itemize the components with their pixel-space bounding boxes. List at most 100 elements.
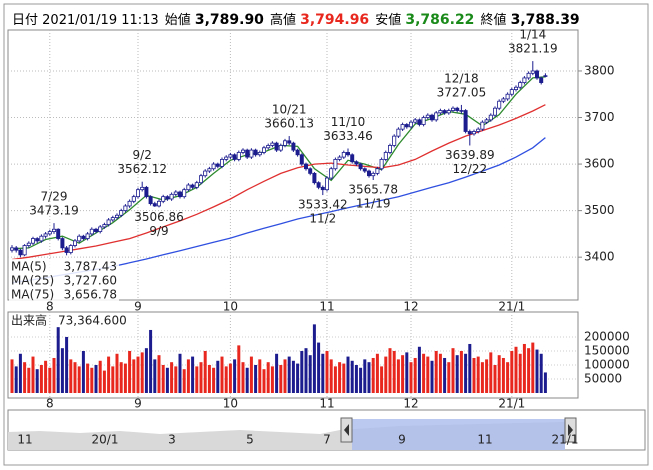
candle-body	[291, 142, 296, 151]
annotation-value: 3565.78	[348, 182, 398, 196]
navigator-window[interactable]	[352, 419, 565, 450]
volume-bar	[350, 360, 354, 393]
candle-body	[387, 145, 392, 153]
candle-body	[9, 247, 14, 251]
candle-body	[341, 152, 346, 158]
volume-bar	[422, 353, 426, 393]
quote-label: 高値	[269, 13, 296, 28]
x-tick-label: 8	[46, 397, 54, 411]
candle-body	[77, 235, 82, 242]
y-tick-label: 150000	[584, 343, 630, 357]
volume-bar	[451, 348, 455, 393]
volume-bar	[367, 362, 371, 393]
volume-value: 73,364.600	[58, 314, 127, 328]
quote-label: 終値	[480, 13, 507, 28]
volume-bar	[476, 356, 480, 393]
volume-bar	[396, 359, 400, 393]
volume-bar	[35, 369, 39, 393]
candle-body	[518, 82, 523, 88]
candle-body	[299, 154, 304, 165]
navigator-label: 20/1	[92, 433, 119, 447]
candle-body	[266, 145, 271, 149]
navigator-label: 21/1	[552, 433, 579, 447]
candle-body	[358, 163, 363, 170]
candle-body	[169, 193, 174, 200]
volume-bar	[65, 336, 69, 393]
candle-body	[476, 128, 481, 132]
candle-body	[316, 182, 321, 188]
volume-bar	[161, 364, 165, 393]
volume-bar	[203, 350, 207, 393]
volume-bar	[266, 362, 270, 393]
candle-body	[505, 93, 510, 100]
quote-item: 安値 3,786.22	[375, 9, 474, 28]
volume-bar	[514, 346, 518, 393]
volume-bar	[275, 353, 279, 393]
candle-body	[81, 235, 86, 239]
volume-bar	[14, 366, 18, 393]
volume-bar	[249, 356, 253, 393]
candle-body	[228, 154, 233, 158]
volume-bar	[497, 355, 501, 393]
annotation-value: 3660.13	[264, 117, 314, 131]
volume-bar	[241, 362, 245, 393]
volume-bar	[228, 363, 232, 393]
candle-body	[135, 189, 140, 198]
volume-bar	[443, 357, 447, 393]
annotation-date: 9/9	[149, 224, 168, 238]
volume-bar	[392, 350, 396, 393]
candle-body	[240, 149, 245, 153]
candle-body	[115, 214, 120, 219]
x-tick-label: 21/1	[498, 397, 525, 411]
candle-body	[89, 228, 94, 235]
candle-body	[177, 191, 182, 198]
candle-body	[249, 149, 254, 158]
volume-bar	[245, 367, 249, 393]
volume-bar	[233, 359, 237, 393]
volume-bar	[207, 364, 211, 393]
volume-bar	[258, 359, 262, 393]
candle-body	[207, 168, 212, 172]
candle-body	[455, 107, 460, 111]
annotation-date: 11/2	[309, 212, 336, 226]
volume-bar	[506, 362, 510, 393]
candle-body	[522, 77, 527, 84]
volume-bar	[426, 356, 430, 393]
volume-bar	[199, 362, 203, 393]
candle-body	[60, 238, 65, 249]
volume-bar	[132, 359, 136, 393]
candle-body	[123, 205, 128, 212]
candle-body	[98, 226, 103, 232]
quote-label: 日付	[12, 13, 39, 28]
volume-bar	[430, 360, 434, 393]
annotation-value: 3562.12	[117, 162, 167, 176]
volume-bar	[195, 366, 199, 393]
navigator-label: 3	[168, 433, 176, 447]
candle-body	[274, 142, 279, 151]
candle-body	[492, 107, 497, 116]
volume-bar	[23, 362, 27, 393]
volume-bar	[224, 366, 228, 393]
legend-value: 3,787.43	[64, 260, 117, 274]
candle-body	[333, 159, 338, 170]
handle-arrow	[568, 424, 573, 436]
volume-bar	[308, 355, 312, 393]
candle-body	[194, 182, 199, 188]
candle-body	[68, 245, 73, 253]
volume-bar	[144, 348, 148, 393]
volume-bar	[48, 367, 52, 393]
candle-body	[383, 152, 388, 160]
volume-bar	[346, 356, 350, 393]
candle-body	[450, 107, 455, 111]
candle-body	[56, 228, 61, 239]
candle-body	[303, 163, 308, 170]
volume-bar	[216, 360, 220, 393]
candle-body	[488, 114, 493, 121]
legend-name: MA(5)	[11, 260, 47, 274]
volume-bar	[363, 359, 367, 393]
navigator-label: 7	[323, 433, 331, 447]
volume-bar	[338, 362, 342, 393]
volume-bar	[149, 329, 153, 393]
x-tick-label: 9	[134, 397, 142, 411]
